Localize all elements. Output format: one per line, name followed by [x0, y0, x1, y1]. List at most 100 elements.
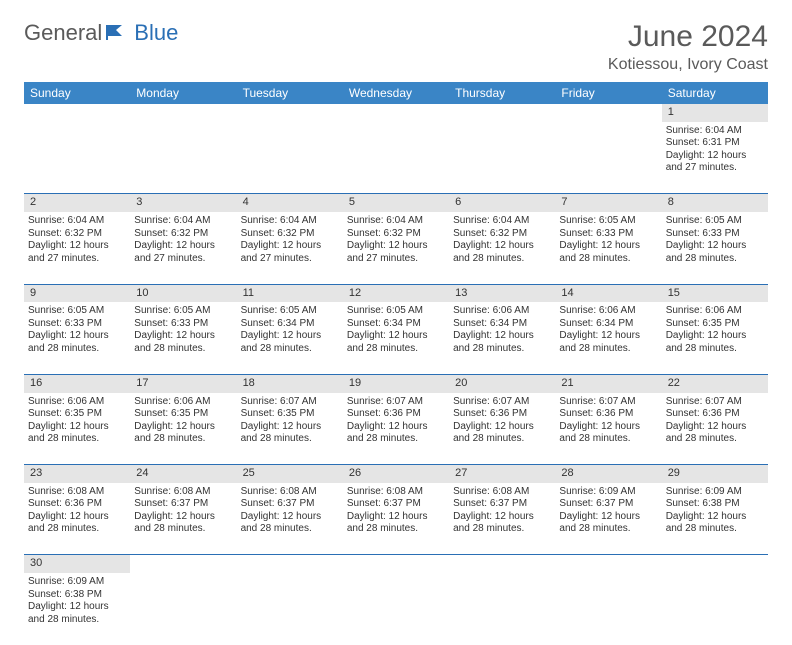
day-cell	[130, 573, 236, 645]
day-cell: Sunrise: 6:05 AMSunset: 6:33 PMDaylight:…	[555, 212, 661, 284]
day-content-row: Sunrise: 6:04 AMSunset: 6:31 PMDaylight:…	[24, 122, 768, 194]
day-details: Sunrise: 6:04 AMSunset: 6:32 PMDaylight:…	[347, 215, 445, 265]
day-details: Sunrise: 6:05 AMSunset: 6:33 PMDaylight:…	[134, 305, 232, 355]
day-number: 6	[449, 194, 555, 212]
day-number	[449, 104, 555, 122]
day-cell	[449, 122, 555, 194]
weekday-header: Monday	[130, 82, 236, 104]
day-number: 20	[449, 374, 555, 392]
weekday-header: Saturday	[662, 82, 768, 104]
day-cell	[237, 122, 343, 194]
day-cell: Sunrise: 6:07 AMSunset: 6:36 PMDaylight:…	[449, 393, 555, 465]
day-cell: Sunrise: 6:05 AMSunset: 6:34 PMDaylight:…	[343, 302, 449, 374]
day-number-row: 2345678	[24, 194, 768, 212]
day-number-row: 30	[24, 555, 768, 573]
day-details: Sunrise: 6:05 AMSunset: 6:34 PMDaylight:…	[241, 305, 339, 355]
logo-text-blue: Blue	[134, 20, 178, 46]
day-cell: Sunrise: 6:06 AMSunset: 6:34 PMDaylight:…	[449, 302, 555, 374]
day-number: 24	[130, 465, 236, 483]
day-details: Sunrise: 6:06 AMSunset: 6:35 PMDaylight:…	[666, 305, 764, 355]
day-cell: Sunrise: 6:08 AMSunset: 6:37 PMDaylight:…	[130, 483, 236, 555]
day-number	[343, 555, 449, 573]
day-cell: Sunrise: 6:04 AMSunset: 6:32 PMDaylight:…	[343, 212, 449, 284]
day-number: 22	[662, 374, 768, 392]
weekday-header: Thursday	[449, 82, 555, 104]
day-cell: Sunrise: 6:07 AMSunset: 6:36 PMDaylight:…	[555, 393, 661, 465]
day-cell: Sunrise: 6:08 AMSunset: 6:36 PMDaylight:…	[24, 483, 130, 555]
month-title: June 2024	[608, 20, 768, 54]
day-number: 19	[343, 374, 449, 392]
day-number: 23	[24, 465, 130, 483]
day-cell: Sunrise: 6:07 AMSunset: 6:36 PMDaylight:…	[662, 393, 768, 465]
day-number: 10	[130, 284, 236, 302]
day-number: 27	[449, 465, 555, 483]
weekday-header: Sunday	[24, 82, 130, 104]
weekday-header: Tuesday	[237, 82, 343, 104]
day-cell	[343, 573, 449, 645]
day-details: Sunrise: 6:07 AMSunset: 6:36 PMDaylight:…	[559, 396, 657, 446]
day-number-row: 9101112131415	[24, 284, 768, 302]
day-details: Sunrise: 6:06 AMSunset: 6:34 PMDaylight:…	[453, 305, 551, 355]
day-details: Sunrise: 6:07 AMSunset: 6:35 PMDaylight:…	[241, 396, 339, 446]
location: Kotiessou, Ivory Coast	[608, 56, 768, 74]
day-number	[237, 104, 343, 122]
day-content-row: Sunrise: 6:05 AMSunset: 6:33 PMDaylight:…	[24, 302, 768, 374]
day-details: Sunrise: 6:04 AMSunset: 6:32 PMDaylight:…	[134, 215, 232, 265]
day-number	[130, 555, 236, 573]
day-details: Sunrise: 6:06 AMSunset: 6:35 PMDaylight:…	[134, 396, 232, 446]
day-cell: Sunrise: 6:07 AMSunset: 6:35 PMDaylight:…	[237, 393, 343, 465]
day-number	[449, 555, 555, 573]
day-number: 12	[343, 284, 449, 302]
day-number-row: 23242526272829	[24, 465, 768, 483]
day-number	[237, 555, 343, 573]
day-number	[343, 104, 449, 122]
calendar-table: Sunday Monday Tuesday Wednesday Thursday…	[24, 82, 768, 645]
day-details: Sunrise: 6:06 AMSunset: 6:35 PMDaylight:…	[28, 396, 126, 446]
day-details: Sunrise: 6:09 AMSunset: 6:38 PMDaylight:…	[28, 576, 126, 626]
day-details: Sunrise: 6:08 AMSunset: 6:37 PMDaylight:…	[347, 486, 445, 536]
day-details: Sunrise: 6:07 AMSunset: 6:36 PMDaylight:…	[453, 396, 551, 446]
day-cell: Sunrise: 6:04 AMSunset: 6:31 PMDaylight:…	[662, 122, 768, 194]
day-number: 13	[449, 284, 555, 302]
day-content-row: Sunrise: 6:06 AMSunset: 6:35 PMDaylight:…	[24, 393, 768, 465]
day-number: 16	[24, 374, 130, 392]
day-cell: Sunrise: 6:08 AMSunset: 6:37 PMDaylight:…	[449, 483, 555, 555]
day-number	[555, 104, 661, 122]
day-number: 17	[130, 374, 236, 392]
day-number	[24, 104, 130, 122]
day-cell: Sunrise: 6:09 AMSunset: 6:38 PMDaylight:…	[24, 573, 130, 645]
day-number: 7	[555, 194, 661, 212]
day-number: 3	[130, 194, 236, 212]
day-number: 4	[237, 194, 343, 212]
day-details: Sunrise: 6:08 AMSunset: 6:36 PMDaylight:…	[28, 486, 126, 536]
day-details: Sunrise: 6:04 AMSunset: 6:32 PMDaylight:…	[241, 215, 339, 265]
day-content-row: Sunrise: 6:09 AMSunset: 6:38 PMDaylight:…	[24, 573, 768, 645]
day-cell	[555, 573, 661, 645]
day-details: Sunrise: 6:06 AMSunset: 6:34 PMDaylight:…	[559, 305, 657, 355]
day-number: 14	[555, 284, 661, 302]
day-details: Sunrise: 6:04 AMSunset: 6:32 PMDaylight:…	[28, 215, 126, 265]
day-number: 30	[24, 555, 130, 573]
day-number-row: 1	[24, 104, 768, 122]
day-content-row: Sunrise: 6:04 AMSunset: 6:32 PMDaylight:…	[24, 212, 768, 284]
day-cell: Sunrise: 6:08 AMSunset: 6:37 PMDaylight:…	[237, 483, 343, 555]
day-content-row: Sunrise: 6:08 AMSunset: 6:36 PMDaylight:…	[24, 483, 768, 555]
day-cell	[449, 573, 555, 645]
day-cell	[24, 122, 130, 194]
flag-icon	[106, 22, 132, 45]
day-details: Sunrise: 6:04 AMSunset: 6:31 PMDaylight:…	[666, 125, 764, 175]
day-cell: Sunrise: 6:09 AMSunset: 6:38 PMDaylight:…	[662, 483, 768, 555]
day-cell: Sunrise: 6:08 AMSunset: 6:37 PMDaylight:…	[343, 483, 449, 555]
day-details: Sunrise: 6:04 AMSunset: 6:32 PMDaylight:…	[453, 215, 551, 265]
logo: General Blue	[24, 20, 178, 46]
day-cell: Sunrise: 6:07 AMSunset: 6:36 PMDaylight:…	[343, 393, 449, 465]
day-details: Sunrise: 6:07 AMSunset: 6:36 PMDaylight:…	[347, 396, 445, 446]
day-number: 15	[662, 284, 768, 302]
day-number: 9	[24, 284, 130, 302]
day-details: Sunrise: 6:09 AMSunset: 6:38 PMDaylight:…	[666, 486, 764, 536]
day-cell: Sunrise: 6:06 AMSunset: 6:35 PMDaylight:…	[662, 302, 768, 374]
day-number: 28	[555, 465, 661, 483]
day-number: 5	[343, 194, 449, 212]
day-number	[662, 555, 768, 573]
day-details: Sunrise: 6:05 AMSunset: 6:33 PMDaylight:…	[666, 215, 764, 265]
